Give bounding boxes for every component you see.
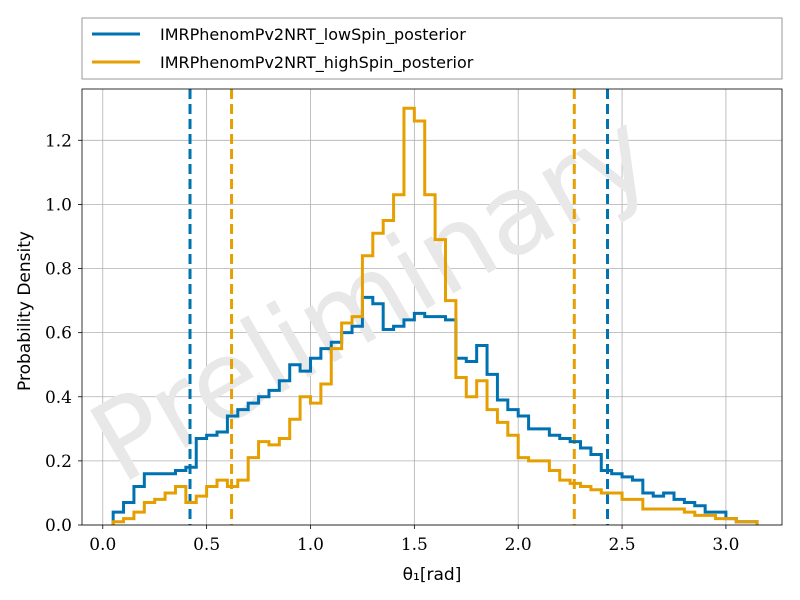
y-tick-label: 0.6 bbox=[45, 324, 72, 344]
y-tick-label: 0.0 bbox=[45, 516, 72, 536]
legend: IMRPhenomPv2NRT_lowSpin_posterior IMRPhen… bbox=[81, 17, 783, 80]
x-tick-label: 0.0 bbox=[89, 535, 116, 555]
legend-box bbox=[81, 17, 783, 80]
y-axis-ticks: 0.0 0.2 0.4 0.6 0.8 1.0 1.2 bbox=[45, 131, 82, 536]
x-tick-label: 2.0 bbox=[505, 535, 532, 555]
x-axis-ticks: 0.0 0.5 1.0 1.5 2.0 2.5 3.0 bbox=[89, 525, 739, 555]
y-tick-label: 0.2 bbox=[45, 452, 72, 472]
y-tick-label: 1.2 bbox=[45, 131, 72, 151]
x-tick-label: 1.5 bbox=[401, 535, 428, 555]
histogram-series-1 bbox=[111, 106, 759, 525]
y-axis-label: Probability Density bbox=[15, 231, 35, 391]
legend-label-1: IMRPhenomPv2NRT_highSpin_posterior bbox=[160, 53, 474, 73]
credible-interval-lines bbox=[188, 89, 610, 525]
x-tick-label: 3.0 bbox=[712, 535, 739, 555]
x-tick-label: 1.0 bbox=[297, 535, 324, 555]
histogram-series-0 bbox=[111, 295, 759, 525]
plot-frame bbox=[81, 88, 783, 526]
x-tick-label: 2.5 bbox=[609, 535, 636, 555]
y-tick-label: 0.8 bbox=[45, 260, 72, 280]
x-axis-label: θ₁[rad] bbox=[403, 565, 462, 585]
histogram-series bbox=[111, 106, 759, 525]
y-tick-label: 0.4 bbox=[45, 388, 72, 408]
legend-label-0: IMRPhenomPv2NRT_lowSpin_posterior bbox=[160, 25, 466, 45]
y-tick-label: 1.0 bbox=[45, 195, 72, 215]
x-tick-label: 0.5 bbox=[193, 535, 220, 555]
